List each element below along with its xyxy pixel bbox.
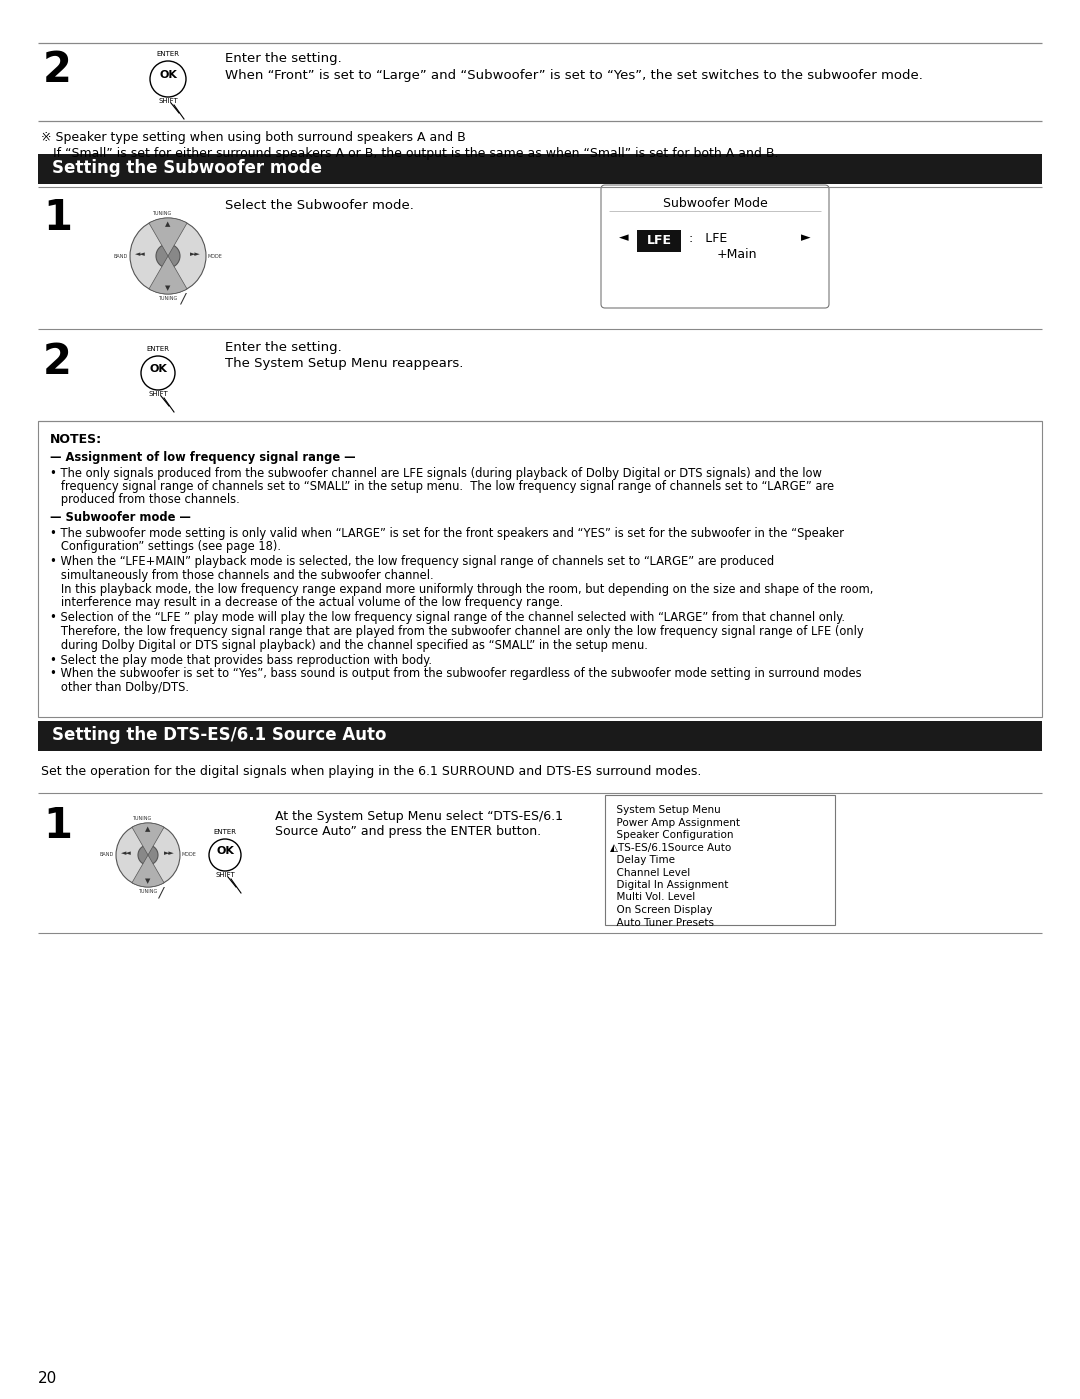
- Wedge shape: [149, 218, 187, 256]
- Text: /: /: [180, 292, 185, 306]
- Wedge shape: [132, 823, 164, 855]
- Text: TUNING: TUNING: [133, 816, 151, 821]
- Text: 2: 2: [43, 49, 72, 91]
- Text: Digital In Assignment: Digital In Assignment: [610, 880, 728, 890]
- FancyBboxPatch shape: [38, 154, 1042, 185]
- Text: OK: OK: [149, 364, 167, 374]
- Text: BAND: BAND: [99, 852, 114, 858]
- FancyBboxPatch shape: [637, 229, 681, 252]
- Text: • The only signals produced from the subwoofer channel are LFE signals (during p: • The only signals produced from the sub…: [50, 466, 822, 480]
- Text: ◄◄: ◄◄: [121, 851, 132, 856]
- Text: ◄: ◄: [619, 231, 629, 245]
- Text: MODE: MODE: [183, 852, 197, 858]
- Circle shape: [116, 823, 180, 887]
- Text: ▲: ▲: [165, 221, 171, 227]
- FancyBboxPatch shape: [38, 421, 1042, 718]
- Text: System Setup Menu: System Setup Menu: [610, 804, 720, 816]
- Circle shape: [138, 845, 158, 865]
- Text: Setting the DTS-ES/6.1 Source Auto: Setting the DTS-ES/6.1 Source Auto: [52, 726, 387, 744]
- FancyBboxPatch shape: [605, 795, 835, 925]
- Text: OK: OK: [216, 846, 234, 856]
- Text: ►►: ►►: [164, 851, 175, 856]
- Text: SHIFT: SHIFT: [148, 390, 167, 397]
- Text: Set the operation for the digital signals when playing in the 6.1 SURROUND and D: Set the operation for the digital signal…: [41, 765, 701, 778]
- Text: Source Auto” and press the ENTER button.: Source Auto” and press the ENTER button.: [275, 825, 541, 838]
- Text: +Main: +Main: [717, 248, 757, 260]
- Text: Enter the setting.: Enter the setting.: [225, 341, 341, 354]
- Text: When “Front” is set to “Large” and “Subwoofer” is set to “Yes”, the set switches: When “Front” is set to “Large” and “Subw…: [225, 69, 923, 83]
- Text: 2: 2: [43, 341, 72, 383]
- Text: SHIFT: SHIFT: [158, 98, 178, 104]
- Text: TUNING: TUNING: [159, 297, 177, 301]
- Text: At the System Setup Menu select “DTS-ES/6.1: At the System Setup Menu select “DTS-ES/…: [275, 810, 563, 823]
- Text: ◭TS-ES/6.1Source Auto: ◭TS-ES/6.1Source Auto: [610, 842, 731, 852]
- Text: — Assignment of low frequency signal range —: — Assignment of low frequency signal ran…: [50, 450, 355, 464]
- Text: /: /: [158, 886, 163, 900]
- Text: Select the Subwoofer mode.: Select the Subwoofer mode.: [225, 199, 414, 213]
- Text: :   LFE: : LFE: [689, 231, 727, 245]
- Text: OK: OK: [159, 70, 177, 80]
- Text: other than Dolby/DTS.: other than Dolby/DTS.: [50, 681, 189, 694]
- Text: • The subwoofer mode setting is only valid when “LARGE” is set for the front spe: • The subwoofer mode setting is only val…: [50, 526, 843, 540]
- Text: In this playback mode, the low frequency range expand more uniformly through the: In this playback mode, the low frequency…: [50, 582, 874, 596]
- Text: • Selection of the “LFE ” play mode will play the low frequency signal range of : • Selection of the “LFE ” play mode will…: [50, 611, 845, 624]
- Circle shape: [130, 218, 206, 294]
- Text: ENTER: ENTER: [214, 830, 237, 835]
- Text: interference may result in a decrease of the actual volume of the low frequency : interference may result in a decrease of…: [50, 596, 564, 609]
- Text: The System Setup Menu reappears.: The System Setup Menu reappears.: [225, 357, 463, 369]
- Text: frequency signal range of channels set to “SMALL” in the setup menu.  The low fr: frequency signal range of channels set t…: [50, 480, 834, 492]
- Wedge shape: [149, 256, 187, 294]
- Wedge shape: [132, 855, 164, 887]
- Text: Subwoofer Mode: Subwoofer Mode: [663, 197, 768, 210]
- Text: Multi Vol. Level: Multi Vol. Level: [610, 893, 696, 902]
- Text: SHIFT: SHIFT: [215, 872, 234, 879]
- Text: ※ Speaker type setting when using both surround speakers A and B: ※ Speaker type setting when using both s…: [41, 132, 465, 144]
- Text: simultaneously from those channels and the subwoofer channel.: simultaneously from those channels and t…: [50, 569, 434, 582]
- Text: 20: 20: [38, 1371, 57, 1386]
- Text: Enter the setting.: Enter the setting.: [225, 52, 341, 64]
- Text: 1: 1: [43, 197, 72, 239]
- Text: LFE: LFE: [647, 234, 672, 246]
- Text: TUNING: TUNING: [152, 211, 172, 215]
- Text: • Select the play mode that provides bass reproduction with body.: • Select the play mode that provides bas…: [50, 653, 432, 667]
- Text: ◄◄: ◄◄: [135, 250, 146, 257]
- Text: Power Amp Assignment: Power Amp Assignment: [610, 817, 740, 827]
- Text: Setting the Subwoofer mode: Setting the Subwoofer mode: [52, 159, 322, 178]
- Text: TUNING: TUNING: [138, 888, 158, 894]
- Text: BAND: BAND: [113, 253, 129, 259]
- Text: NOTES:: NOTES:: [50, 434, 103, 446]
- Text: 1: 1: [43, 804, 72, 846]
- Text: Auto Tuner Presets: Auto Tuner Presets: [610, 918, 714, 928]
- Text: ENTER: ENTER: [157, 50, 179, 57]
- Text: ▼: ▼: [165, 285, 171, 291]
- Text: ENTER: ENTER: [147, 346, 170, 353]
- Text: • When the “LFE+MAIN” playback mode is selected, the low frequency signal range : • When the “LFE+MAIN” playback mode is s…: [50, 555, 774, 568]
- Text: • When the subwoofer is set to “Yes”, bass sound is output from the subwoofer re: • When the subwoofer is set to “Yes”, ba…: [50, 667, 862, 680]
- Text: Channel Level: Channel Level: [610, 867, 690, 877]
- FancyBboxPatch shape: [38, 720, 1042, 751]
- Circle shape: [156, 243, 180, 269]
- FancyBboxPatch shape: [600, 185, 829, 308]
- Text: Configuration” settings (see page 18).: Configuration” settings (see page 18).: [50, 540, 281, 553]
- Text: On Screen Display: On Screen Display: [610, 905, 713, 915]
- Text: MODE: MODE: [208, 253, 222, 259]
- Text: ►: ►: [801, 231, 811, 245]
- Text: Therefore, the low frequency signal range that are played from the subwoofer cha: Therefore, the low frequency signal rang…: [50, 625, 864, 638]
- Text: Speaker Configuration: Speaker Configuration: [610, 830, 733, 839]
- Text: produced from those channels.: produced from those channels.: [50, 494, 240, 506]
- Text: — Subwoofer mode —: — Subwoofer mode —: [50, 511, 191, 525]
- Text: If “Small” is set for either surround speakers A or B, the output is the same as: If “Small” is set for either surround sp…: [41, 147, 779, 159]
- Text: ▼: ▼: [146, 879, 151, 884]
- Text: ►►: ►►: [190, 250, 201, 257]
- Text: Delay Time: Delay Time: [610, 855, 675, 865]
- Text: during Dolby Digital or DTS signal playback) and the channel specified as “SMALL: during Dolby Digital or DTS signal playb…: [50, 638, 648, 652]
- Text: ▲: ▲: [146, 825, 151, 832]
